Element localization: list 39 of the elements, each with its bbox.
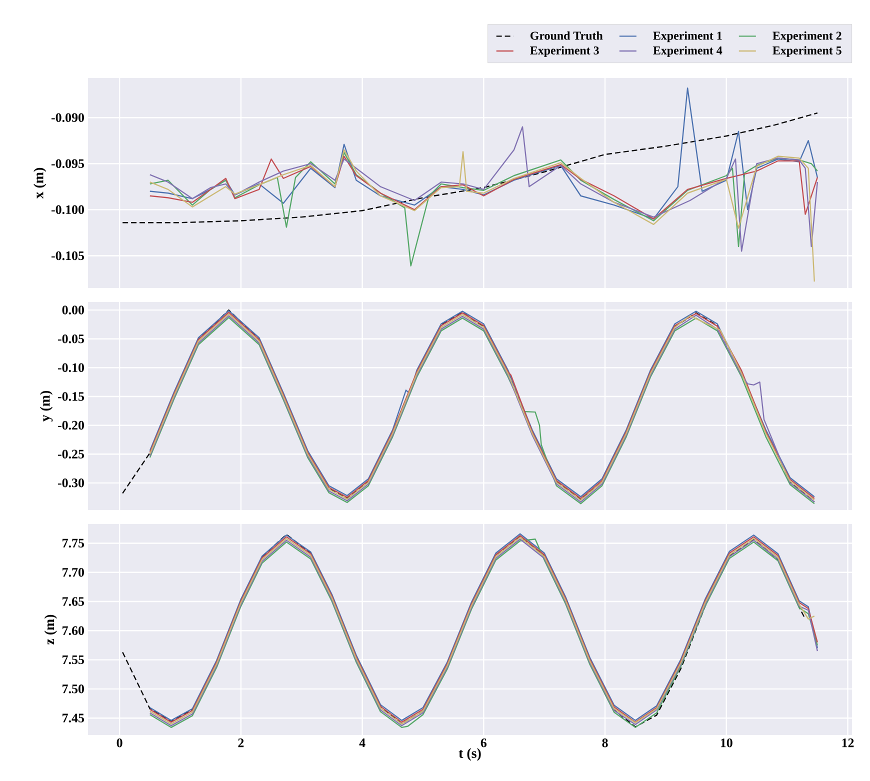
legend-label: Experiment 1 — [653, 31, 722, 42]
y-tick-label: 7.75 — [62, 538, 84, 548]
y-tick-label: -0.30 — [58, 478, 84, 488]
line-series — [149, 156, 818, 220]
y-tick-label: -0.090 — [51, 113, 84, 122]
y-tick-label: -0.05 — [58, 334, 84, 344]
y-tick-label: 7.70 — [62, 568, 84, 577]
x-tick-label: 8 — [602, 738, 608, 748]
y-tick-label: 0.00 — [62, 306, 84, 314]
y-axis-title: z (m) — [44, 614, 57, 645]
legend-label: Experiment 3 — [530, 46, 599, 57]
y-tick-label: 7.55 — [62, 655, 84, 664]
y-tick-label: 7.50 — [62, 684, 84, 694]
x-tick-label: 4 — [359, 738, 366, 748]
y-tick-label: 7.60 — [62, 626, 84, 636]
y-axis-title: x (m) — [34, 168, 46, 199]
x-tick-label: 0 — [116, 738, 122, 748]
y-tick-label: 7.45 — [62, 714, 84, 722]
y-tick-label: -0.095 — [51, 159, 84, 168]
x-tick-label: 2 — [238, 738, 244, 748]
line-series — [149, 88, 818, 220]
y-tick-label: -0.15 — [58, 392, 84, 401]
x-axis-title: t (s) — [458, 748, 481, 761]
line-series — [122, 112, 818, 224]
y-tick-label: -0.100 — [51, 205, 84, 214]
legend-label: Experiment 2 — [772, 31, 842, 42]
y-tick-label: -0.10 — [58, 363, 84, 372]
y-tick-label: -0.25 — [58, 450, 84, 459]
x-tick-label: 12 — [842, 738, 854, 748]
legend-label: Experiment 5 — [772, 46, 842, 57]
y-tick-label: -0.20 — [58, 420, 84, 430]
y-tick-label: -0.105 — [51, 251, 84, 260]
y-axis-title: y (m) — [40, 390, 53, 422]
x-tick-label: 10 — [720, 738, 732, 748]
legend-label: Ground Truth — [530, 31, 603, 40]
line-series — [149, 126, 818, 252]
y-tick-label: 7.65 — [62, 597, 84, 606]
x-tick-label: 6 — [480, 738, 487, 748]
legend-label: Experiment 4 — [653, 46, 722, 57]
